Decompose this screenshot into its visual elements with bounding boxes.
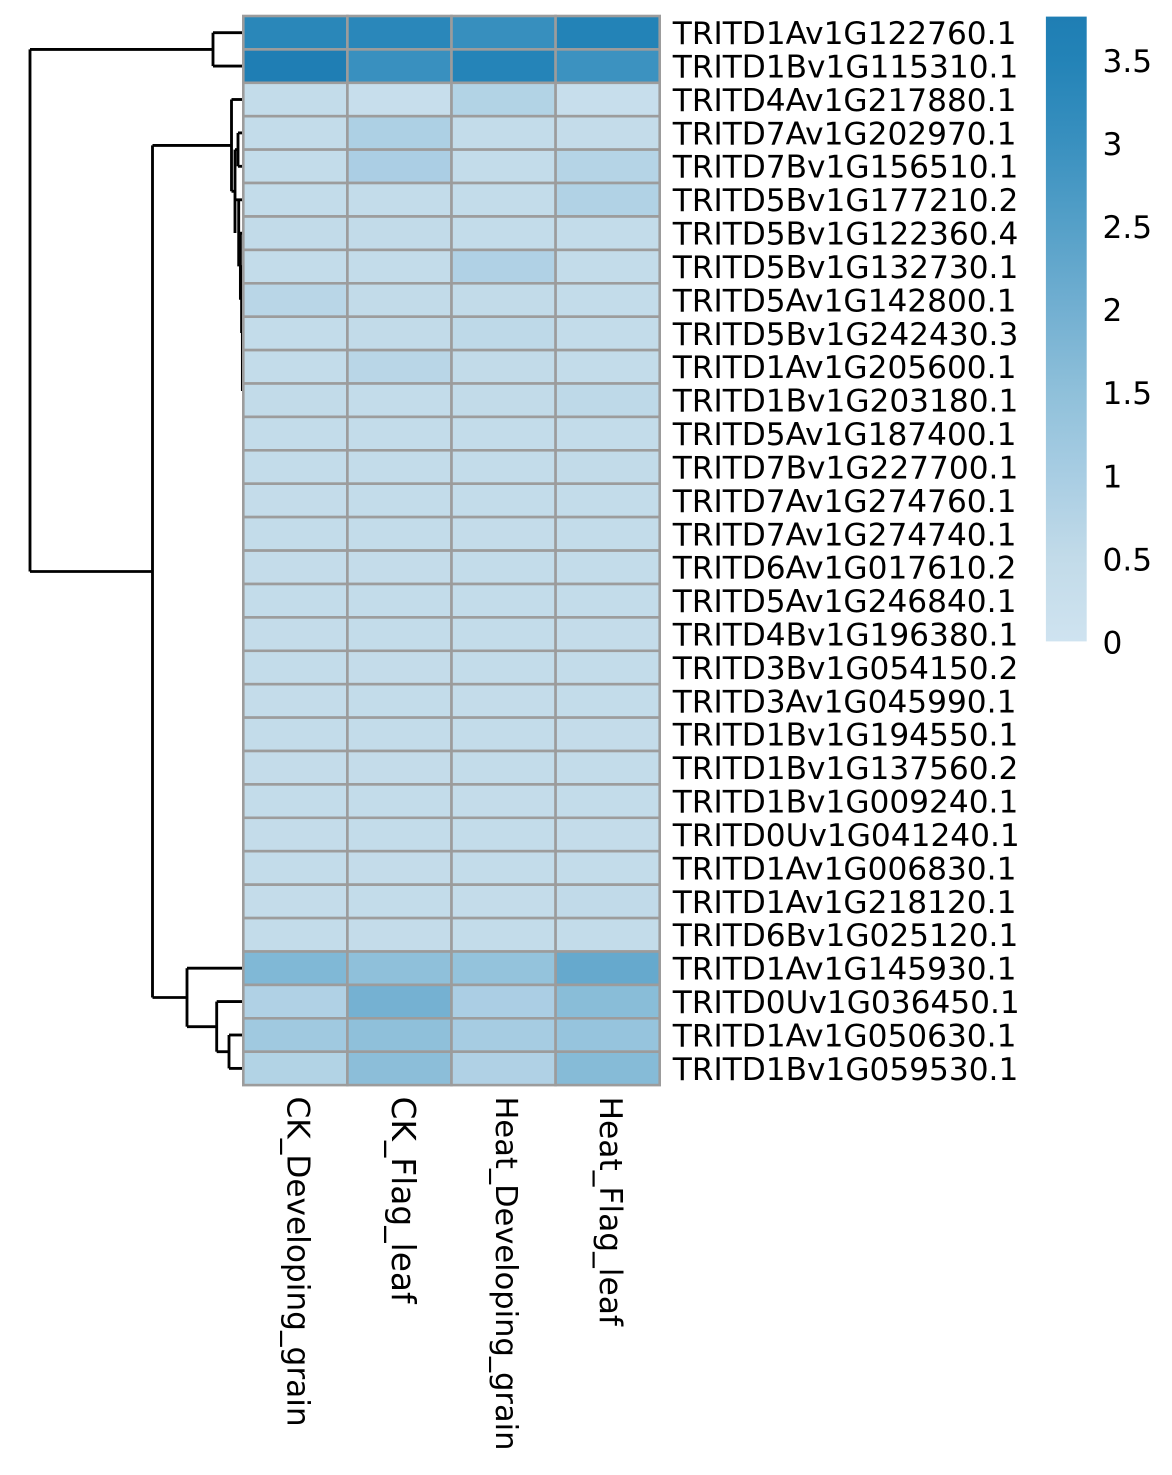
svg-text:TRITD3Av1G045990.1: TRITD3Av1G045990.1 [672,684,1017,720]
svg-text:Heat_Developing_grain: Heat_Developing_grain [488,1097,523,1451]
svg-text:TRITD1Av1G205600.1: TRITD1Av1G205600.1 [672,350,1017,386]
svg-text:TRITD1Bv1G137560.2: TRITD1Bv1G137560.2 [672,751,1019,787]
svg-text:TRITD6Bv1G025120.1: TRITD6Bv1G025120.1 [672,918,1019,954]
svg-text:TRITD0Uv1G036450.1: TRITD0Uv1G036450.1 [672,985,1020,1021]
svg-text:TRITD7Av1G202970.1: TRITD7Av1G202970.1 [672,116,1017,152]
svg-text:TRITD1Av1G050630.1: TRITD1Av1G050630.1 [672,1018,1017,1054]
svg-text:Heat_Flag_leaf: Heat_Flag_leaf [592,1097,628,1327]
svg-text:CK_Developing_grain: CK_Developing_grain [280,1097,316,1427]
svg-text:TRITD7Av1G274740.1: TRITD7Av1G274740.1 [672,517,1017,553]
svg-text:TRITD4Av1G217880.1: TRITD4Av1G217880.1 [672,83,1017,119]
svg-text:TRITD4Bv1G196380.1: TRITD4Bv1G196380.1 [672,618,1019,654]
svg-text:TRITD0Uv1G041240.1: TRITD0Uv1G041240.1 [672,818,1020,854]
svg-text:TRITD5Av1G246840.1: TRITD5Av1G246840.1 [672,584,1017,620]
svg-text:TRITD1Av1G122760.1: TRITD1Av1G122760.1 [672,16,1017,52]
svg-text:CK_Flag_leaf: CK_Flag_leaf [384,1097,422,1305]
svg-text:TRITD5Bv1G177210.2: TRITD5Bv1G177210.2 [672,183,1019,219]
svg-text:TRITD5Av1G187400.1: TRITD5Av1G187400.1 [672,417,1017,453]
svg-text:TRITD1Bv1G059530.1: TRITD1Bv1G059530.1 [672,1052,1019,1088]
svg-text:1: 1 [1103,459,1123,495]
svg-text:TRITD1Bv1G115310.1: TRITD1Bv1G115310.1 [672,50,1019,86]
svg-text:TRITD5Bv1G122360.4: TRITD5Bv1G122360.4 [672,217,1019,253]
svg-text:TRITD7Bv1G156510.1: TRITD7Bv1G156510.1 [672,150,1019,186]
svg-text:TRITD5Bv1G242430.3: TRITD5Bv1G242430.3 [672,317,1019,353]
svg-text:TRITD1Av1G218120.1: TRITD1Av1G218120.1 [672,885,1017,921]
svg-text:TRITD1Bv1G203180.1: TRITD1Bv1G203180.1 [672,384,1019,420]
svg-text:TRITD3Bv1G054150.2: TRITD3Bv1G054150.2 [672,651,1019,687]
svg-text:TRITD7Av1G274760.1: TRITD7Av1G274760.1 [672,484,1017,520]
svg-text:TRITD5Av1G142800.1: TRITD5Av1G142800.1 [672,283,1017,319]
svg-text:TRITD7Bv1G227700.1: TRITD7Bv1G227700.1 [672,450,1019,486]
svg-text:TRITD1Av1G145930.1: TRITD1Av1G145930.1 [672,952,1017,988]
svg-text:2.5: 2.5 [1103,210,1153,246]
svg-text:0.5: 0.5 [1103,542,1153,578]
svg-text:TRITD1Av1G006830.1: TRITD1Av1G006830.1 [672,851,1017,887]
svg-text:TRITD5Bv1G132730.1: TRITD5Bv1G132730.1 [672,250,1019,286]
svg-text:2: 2 [1103,293,1123,329]
svg-text:TRITD6Av1G017610.2: TRITD6Av1G017610.2 [672,551,1017,587]
svg-text:3.5: 3.5 [1103,44,1153,80]
svg-text:1.5: 1.5 [1103,376,1153,412]
svg-text:TRITD1Bv1G194550.1: TRITD1Bv1G194550.1 [672,718,1019,754]
svg-text:3: 3 [1103,127,1123,163]
svg-text:TRITD1Bv1G009240.1: TRITD1Bv1G009240.1 [672,785,1019,821]
svg-text:0: 0 [1103,626,1123,662]
